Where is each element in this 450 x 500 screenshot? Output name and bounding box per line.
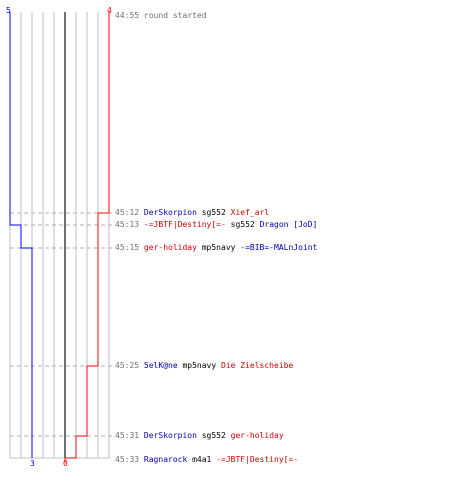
event-time: 45:33: [115, 455, 140, 464]
event-victim: Dragon [JoD]: [259, 220, 318, 229]
round-start-row: 44:55 round started: [115, 11, 207, 21]
event-killer: -=JBTF|Destiny[=-: [143, 220, 226, 229]
event-weapon: mp5navy: [182, 361, 217, 370]
event-time: 45:13: [115, 220, 140, 229]
event-weapon: sg552: [230, 220, 255, 229]
event-time: 45:31: [115, 431, 140, 440]
kill-event-row: 45:15 ger-holiday mp5navy -=BIB=-MALnJoi…: [115, 243, 317, 253]
kill-event-row: 45:33 Ragnarock m4a1 -=JBTF|Destiny[=-: [115, 455, 298, 465]
event-killer: 5elK@ne: [143, 361, 178, 370]
event-time: 45:15: [115, 243, 140, 252]
event-victim: Xief_arl: [230, 208, 270, 217]
kill-event-row: 45:12 DerSkorpion sg552 Xief_arl: [115, 208, 269, 218]
event-killer: DerSkorpion: [143, 208, 197, 217]
kill-event-row: 45:13 -=JBTF|Destiny[=- sg552 Dragon [Jo…: [115, 220, 317, 230]
event-victim: Die Zielscheibe: [221, 361, 294, 370]
event-time: 44:55: [115, 11, 140, 20]
red-end-count: 0: [63, 459, 68, 468]
blue-end-count: 3: [30, 459, 35, 468]
event-weapon: mp5navy: [201, 243, 236, 252]
event-victim: -=BIB=-MALnJoint: [240, 243, 318, 252]
event-guide-lines: [10, 212, 112, 437]
event-victim: -=JBTF|Destiny[=-: [216, 455, 299, 464]
player-count-grid: [9, 12, 110, 459]
blue-start-count: 5: [6, 6, 11, 15]
event-killer: DerSkorpion: [143, 431, 197, 440]
red-start-count: 4: [107, 6, 112, 15]
kill-event-row: 45:31 DerSkorpion sg552 ger-holiday: [115, 431, 284, 441]
event-killer: ger-holiday: [143, 243, 197, 252]
event-killer: Ragnarock: [143, 455, 188, 464]
red-team-alive-line: [64, 12, 110, 462]
event-time: 45:12: [115, 208, 140, 217]
event-text: round started: [143, 11, 207, 20]
event-victim: ger-holiday: [230, 431, 284, 440]
blue-team-alive-line: [9, 12, 33, 458]
event-time: 45:25: [115, 361, 140, 370]
event-weapon: m4a1: [192, 455, 212, 464]
event-weapon: sg552: [201, 431, 226, 440]
event-weapon: sg552: [201, 208, 226, 217]
kill-event-row: 45:25 5elK@ne mp5navy Die Zielscheibe: [115, 361, 293, 371]
